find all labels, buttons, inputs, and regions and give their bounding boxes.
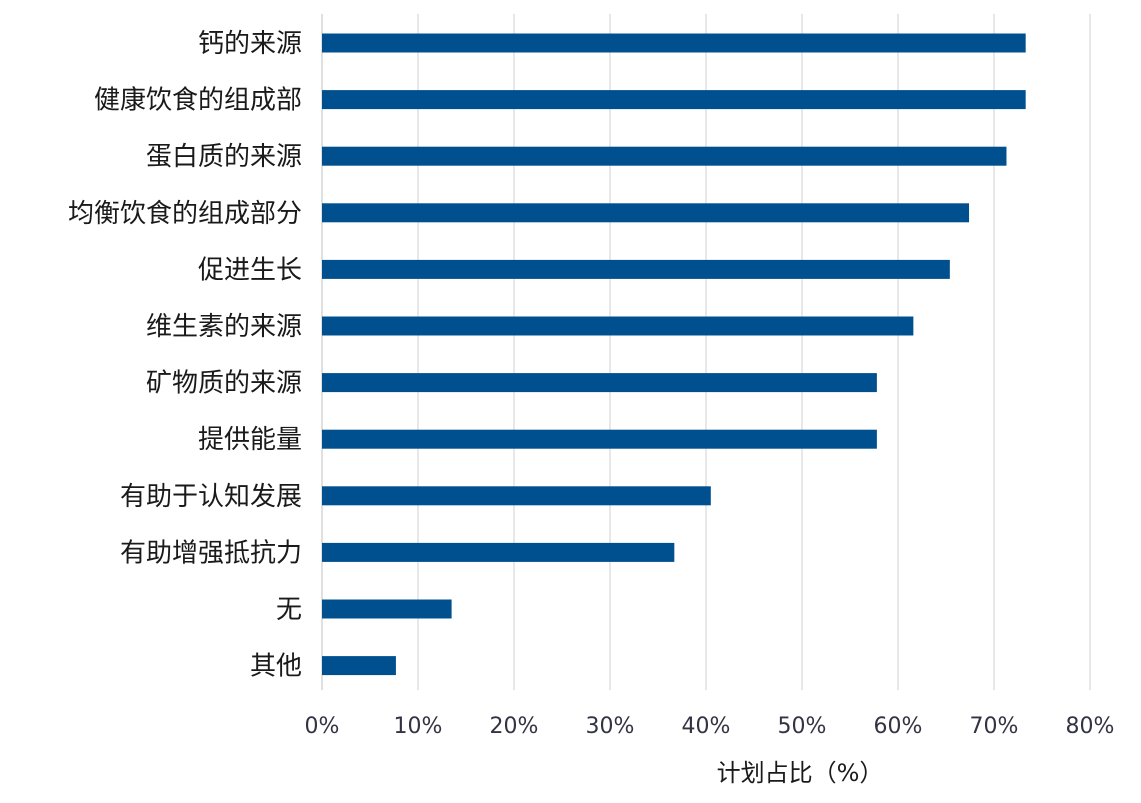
- category-label: 有助增强抵抗力: [120, 538, 302, 568]
- category-label: 提供能量: [198, 425, 302, 455]
- x-tick-label: 10%: [394, 714, 443, 739]
- category-label: 有助于认知发展: [120, 482, 302, 512]
- bar: [322, 486, 711, 506]
- category-label: 促进生长: [198, 255, 302, 285]
- bar: [322, 146, 1007, 166]
- category-label: 钙的来源: [198, 29, 302, 59]
- category-label: 矿物质的来源: [146, 369, 302, 399]
- x-tick-label: 40%: [682, 714, 731, 739]
- category-label: 均衡饮食的组成部分: [68, 199, 302, 229]
- x-tick-labels: 0% 10% 20% 30% 40% 50% 60% 70% 80%: [305, 714, 1115, 739]
- x-tick-label: 70%: [970, 714, 1019, 739]
- bar: [322, 259, 950, 279]
- category-label: 健康饮食的组成部: [94, 86, 302, 116]
- bar: [322, 373, 877, 393]
- category-label: 维生素的来源: [146, 312, 302, 342]
- bar: [322, 542, 675, 562]
- bar: [322, 656, 396, 676]
- category-label: 蛋白质的来源: [146, 142, 302, 172]
- bar: [322, 316, 914, 336]
- bar: [322, 90, 1026, 110]
- bars: [322, 33, 1026, 676]
- category-label: 其他: [250, 652, 302, 682]
- gridlines: [321, 14, 1091, 690]
- bar: [322, 33, 1026, 53]
- x-tick-label: 30%: [586, 714, 635, 739]
- x-tick-label: 60%: [874, 714, 923, 739]
- bar: [322, 429, 877, 449]
- x-tick-label: 50%: [778, 714, 827, 739]
- category-labels: 钙的来源健康饮食的组成部蛋白质的来源均衡饮食的组成部分促进生长维生素的来源矿物质…: [68, 29, 302, 682]
- x-tick-label: 0%: [305, 714, 340, 739]
- x-tick-label: 20%: [490, 714, 539, 739]
- x-axis-title: 计划占比（%）: [717, 759, 884, 787]
- category-label: 无: [276, 595, 302, 625]
- bar: [322, 599, 452, 619]
- bar: [322, 203, 970, 223]
- x-tick-label: 80%: [1066, 714, 1115, 739]
